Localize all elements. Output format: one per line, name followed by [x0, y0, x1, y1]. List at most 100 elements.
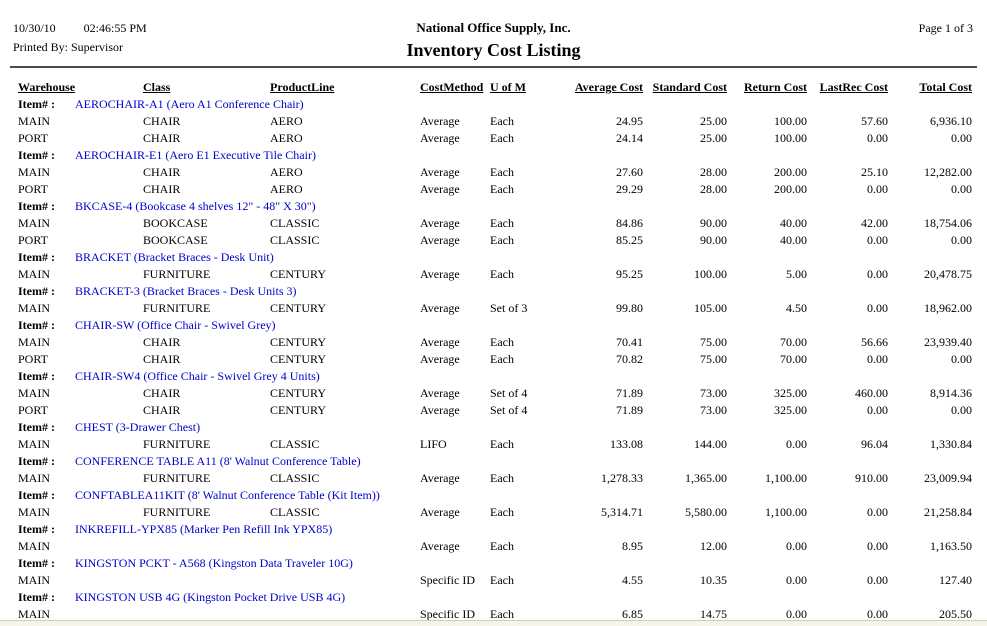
cell-return-cost: 325.00 [774, 403, 807, 417]
cell-warehouse: MAIN [18, 165, 50, 179]
cell-average-cost: 133.08 [610, 437, 643, 451]
cell-costmethod: Specific ID [420, 573, 475, 587]
cell-average-cost: 8.95 [622, 539, 643, 553]
item-link[interactable]: BRACKET-3 (Bracket Braces - Desk Units 3… [75, 284, 297, 298]
item-link[interactable]: BKCASE-4 (Bookcase 4 shelves 12" - 48" X… [75, 199, 316, 213]
cell-productline: AERO [270, 165, 303, 179]
item-header-row: Item# : AEROCHAIR-E1 (Aero E1 Executive T… [0, 147, 987, 164]
item-header-row: Item# : KINGSTON USB 4G (Kingston Pocket … [0, 589, 987, 606]
cell-costmethod: LIFO [420, 437, 447, 451]
cell-lastrec-cost: 460.00 [855, 386, 888, 400]
cell-lastrec-cost: 42.00 [861, 216, 888, 230]
cell-lastrec-cost: 0.00 [867, 301, 888, 315]
cell-total-cost: 1,163.50 [930, 539, 972, 553]
cell-standard-cost: 144.00 [694, 437, 727, 451]
detail-row: MAIN BOOKCASE CLASSIC Average Each 84.86 90.00… [0, 215, 987, 232]
cell-uofm: Each [490, 352, 514, 366]
detail-row: MAIN Specific ID Each 6.85 14.75 0.00 0.00 205.… [0, 606, 987, 623]
cell-warehouse: MAIN [18, 335, 50, 349]
cell-class: FURNITURE [143, 505, 211, 519]
print-datetime: 10/30/10 02:46:55 PM [13, 21, 147, 36]
cell-productline: CENTURY [270, 403, 327, 417]
cell-total-cost: 0.00 [951, 233, 972, 247]
col-header-average-cost: Average Cost [574, 80, 643, 94]
cell-return-cost: 0.00 [786, 539, 807, 553]
col-header-return-cost: Return Cost [744, 80, 807, 94]
item-link[interactable]: AEROCHAIR-A1 (Aero A1 Conference Chair) [75, 97, 304, 111]
cell-total-cost: 8,914.36 [930, 386, 972, 400]
cell-uofm: Each [490, 165, 514, 179]
cell-standard-cost: 28.00 [700, 182, 727, 196]
cell-productline: CENTURY [270, 335, 327, 349]
item-header-row: Item# : BRACKET-3 (Bracket Braces - Desk … [0, 283, 987, 300]
item-link[interactable]: CONFERENCE TABLE A11 (8' Walnut Conferen… [75, 454, 361, 468]
item-link[interactable]: BRACKET (Bracket Braces - Desk Unit) [75, 250, 274, 264]
cell-uofm: Each [490, 233, 514, 247]
cell-productline: CLASSIC [270, 505, 320, 519]
item-link[interactable]: CHAIR-SW4 (Office Chair - Swivel Grey 4 … [75, 369, 320, 383]
item-link[interactable]: AEROCHAIR-E1 (Aero E1 Executive Tile Cha… [75, 148, 316, 162]
cell-costmethod: Average [420, 165, 460, 179]
detail-row: PORT BOOKCASE CLASSIC Average Each 85.25 90.00… [0, 232, 987, 249]
cell-uofm: Set of 4 [490, 386, 528, 400]
cell-productline: CENTURY [270, 267, 327, 281]
item-link[interactable]: CHEST (3-Drawer Chest) [75, 420, 201, 434]
cell-uofm: Each [490, 131, 514, 145]
item-number-label: Item# : [18, 488, 55, 502]
cell-class: FURNITURE [143, 267, 211, 281]
cell-uofm: Each [490, 505, 514, 519]
cell-class: CHAIR [143, 131, 181, 145]
cell-warehouse: MAIN [18, 437, 50, 451]
cell-lastrec-cost: 0.00 [867, 573, 888, 587]
cell-costmethod: Average [420, 539, 460, 553]
item-link[interactable]: CHAIR-SW (Office Chair - Swivel Grey) [75, 318, 276, 332]
cell-average-cost: 71.89 [616, 386, 643, 400]
cell-total-cost: 12,282.00 [924, 165, 972, 179]
cell-productline: CLASSIC [270, 216, 320, 230]
cell-total-cost: 127.40 [939, 573, 972, 587]
cell-productline: CLASSIC [270, 437, 320, 451]
cell-class [143, 538, 270, 555]
cell-total-cost: 18,754.06 [924, 216, 972, 230]
cell-lastrec-cost: 0.00 [867, 607, 888, 621]
detail-row: MAIN FURNITURE CLASSIC Average Each 5,314.71 5… [0, 504, 987, 521]
cell-warehouse: PORT [18, 403, 48, 417]
cell-lastrec-cost: 910.00 [855, 471, 888, 485]
cell-return-cost: 4.50 [786, 301, 807, 315]
item-link[interactable]: INKREFILL-YPX85 (Marker Pen Refill Ink Y… [75, 522, 333, 536]
cell-warehouse: PORT [18, 352, 48, 366]
detail-row: MAIN FURNITURE CLASSIC LIFO Each 133.08 144.00… [0, 436, 987, 453]
cell-total-cost: 0.00 [951, 182, 972, 196]
item-number-label: Item# : [18, 284, 55, 298]
detail-row: MAIN CHAIR CENTURY Average Each 70.41 75.00 70.… [0, 334, 987, 351]
header-rule [10, 66, 977, 68]
cell-class [143, 572, 270, 589]
cell-total-cost: 18,962.00 [924, 301, 972, 315]
cell-productline: CENTURY [270, 386, 327, 400]
item-link[interactable]: KINGSTON USB 4G (Kingston Pocket Drive U… [75, 590, 346, 604]
cell-class: CHAIR [143, 386, 181, 400]
cell-total-cost: 6,936.10 [930, 114, 972, 128]
item-link[interactable]: KINGSTON PCKT - A568 (Kingston Data Trav… [75, 556, 353, 570]
cell-warehouse: PORT [18, 182, 48, 196]
cell-average-cost: 24.14 [616, 131, 643, 145]
item-header-row: Item# : CONFTABLEA11KIT (8' Walnut Confer… [0, 487, 987, 504]
cell-warehouse: PORT [18, 131, 48, 145]
cell-total-cost: 23,939.40 [924, 335, 972, 349]
print-date: 10/30/10 [13, 21, 56, 35]
item-link[interactable]: CONFTABLEA11KIT (8' Walnut Conference Ta… [75, 488, 380, 502]
detail-row: MAIN CHAIR AERO Average Each 24.95 25.00 100.00… [0, 113, 987, 130]
item-number-label: Item# : [18, 590, 55, 604]
cell-return-cost: 100.00 [774, 131, 807, 145]
cell-return-cost: 325.00 [774, 386, 807, 400]
col-header-standard-cost: Standard Cost [652, 80, 727, 94]
cell-warehouse: MAIN [18, 301, 50, 315]
cell-lastrec-cost: 57.60 [861, 114, 888, 128]
cell-uofm: Set of 3 [490, 301, 528, 315]
cell-uofm: Each [490, 539, 514, 553]
cell-total-cost: 23,009.94 [924, 471, 972, 485]
cell-lastrec-cost: 0.00 [867, 131, 888, 145]
cell-return-cost: 1,100.00 [765, 471, 807, 485]
cell-standard-cost: 73.00 [700, 403, 727, 417]
detail-row: PORT CHAIR CENTURY Average Each 70.82 75.00 70.… [0, 351, 987, 368]
